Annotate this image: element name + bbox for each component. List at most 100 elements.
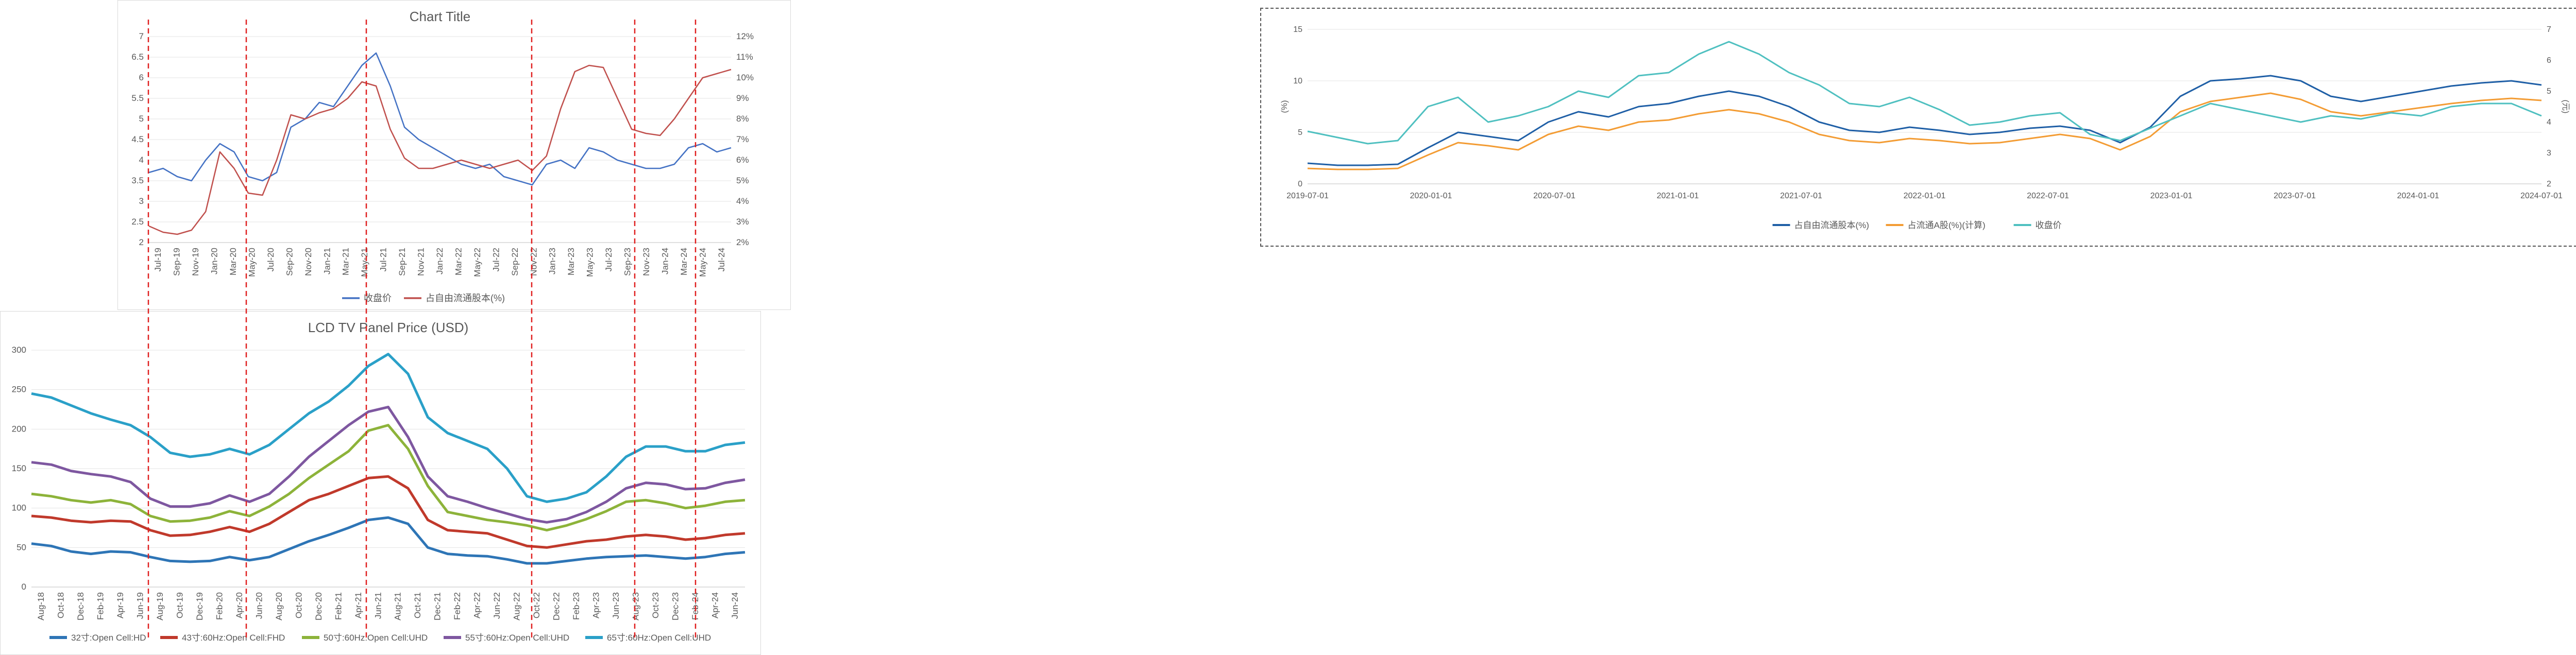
x-tick-label: Oct-20 bbox=[294, 592, 303, 618]
x-tick-label: Dec-22 bbox=[552, 592, 562, 620]
x-tick-label: Jan-23 bbox=[548, 248, 557, 274]
x-tick-label: Mar-22 bbox=[453, 248, 463, 275]
x-tick-label: Oct-23 bbox=[651, 592, 660, 618]
y-right-tick-label: 9% bbox=[736, 93, 749, 103]
y-right-axis-label: (元) bbox=[2561, 100, 2570, 114]
y-right-tick-label: 3 bbox=[2547, 149, 2551, 158]
x-tick-label: Sep-22 bbox=[510, 248, 520, 276]
chart-lcd-panel-price: LCD TV Panel Price (USD) 0 50 100 150 200 250 3… bbox=[0, 311, 761, 655]
x-tick-label: Aug-20 bbox=[274, 592, 284, 620]
x-tick-label: Jan-24 bbox=[660, 248, 670, 274]
x-tick-label: May-22 bbox=[472, 248, 482, 277]
x-tick-label: Oct-18 bbox=[56, 592, 66, 618]
y-left-tick-label: 150 bbox=[12, 463, 26, 473]
x-tick-label: Jul-24 bbox=[717, 248, 726, 271]
series-line-3 bbox=[31, 405, 745, 524]
y-right-tick-label: 2 bbox=[2547, 180, 2551, 188]
x-tick-label: Feb-21 bbox=[333, 592, 343, 620]
legend-label-2: 50寸:60Hz:Open Cell:UHD bbox=[324, 633, 428, 643]
y-right-tick-label: 4 bbox=[2547, 118, 2551, 127]
x-tick-label: Jul-22 bbox=[491, 248, 501, 271]
y-right-tick-label: 5 bbox=[2547, 87, 2551, 96]
y-right-tick-label: 4% bbox=[736, 196, 749, 206]
x-tick-label: Mar-23 bbox=[566, 248, 576, 275]
series-line-1 bbox=[31, 475, 745, 549]
y-left-tick-label: 300 bbox=[12, 345, 26, 355]
legend-label-1: 43寸:60Hz:Open Cell:FHD bbox=[182, 633, 285, 643]
series-line-1 bbox=[148, 64, 732, 235]
x-tick-label: Nov-23 bbox=[641, 248, 651, 276]
x-tick-label: May-23 bbox=[585, 248, 595, 277]
legend-label-3: 55寸:60Hz:Open Cell:UHD bbox=[465, 633, 569, 643]
chart-1-svg: Chart Title 2 2.5 3 3.5 4 4.5 5 5.5 6 6.5 7 2% 3% 4% 5%… bbox=[131, 9, 754, 303]
x-tick-label: Apr-21 bbox=[353, 592, 363, 618]
x-tick-label: Jan-22 bbox=[435, 248, 445, 274]
x-tick-label: Nov-20 bbox=[303, 248, 313, 276]
chart-title: LCD TV Panel Price (USD) bbox=[308, 320, 469, 335]
x-tick-label: Jun-22 bbox=[492, 592, 502, 619]
x-tick-label: May-24 bbox=[698, 248, 707, 277]
x-tick-label: Jul-21 bbox=[379, 248, 388, 271]
x-tick-label: Nov-19 bbox=[191, 248, 200, 276]
x-tick-label: May-21 bbox=[360, 248, 369, 277]
chart-price-vs-holding: Chart Title 2 2.5 3 3.5 4 4.5 5 5.5 6 6.5 7 2% 3% 4% 5%… bbox=[117, 0, 791, 310]
x-tick-label: 2024-01-01 bbox=[2397, 192, 2439, 200]
y-right-tick-label: 7 bbox=[2547, 25, 2551, 34]
y-right-tick-label: 7% bbox=[736, 134, 749, 144]
x-tick-label: Feb-23 bbox=[571, 592, 581, 620]
y-left-tick-label: 200 bbox=[12, 424, 26, 434]
x-tick-label: 2023-01-01 bbox=[2150, 192, 2193, 200]
x-tick-label: Jun-24 bbox=[730, 592, 740, 619]
x-tick-label: 2020-07-01 bbox=[1533, 192, 1575, 200]
y-left-tick-label: 100 bbox=[12, 503, 26, 513]
x-tick-label: Jul-23 bbox=[604, 248, 614, 271]
legend-label-0: 占自由流通股本(%) bbox=[1794, 220, 1869, 230]
x-tick-label: Apr-19 bbox=[115, 592, 125, 618]
y-left-tick-label: 4 bbox=[139, 155, 144, 165]
x-tick-label: Sep-20 bbox=[284, 248, 294, 276]
y-right-tick-label: 6% bbox=[736, 155, 749, 165]
y-left-tick-label: 2.5 bbox=[131, 217, 144, 227]
x-tick-label: Aug-18 bbox=[36, 592, 46, 620]
x-tick-label: Mar-24 bbox=[679, 248, 689, 275]
y-left-tick-label: 5.5 bbox=[131, 93, 144, 103]
y-right-tick-label: 3% bbox=[736, 217, 749, 227]
x-tick-label: Jun-19 bbox=[135, 592, 145, 619]
x-tick-label: 2021-07-01 bbox=[1780, 192, 1822, 200]
x-tick-label: Jan-21 bbox=[322, 248, 332, 274]
series-line-0 bbox=[31, 516, 745, 565]
x-tick-label: Aug-21 bbox=[393, 592, 403, 620]
y-left-tick-label: 6.5 bbox=[131, 52, 144, 62]
chart-2-svg: LCD TV Panel Price (USD) 0 50 100 150 200 250 3… bbox=[12, 320, 745, 643]
x-tick-label: 2020-01-01 bbox=[1410, 192, 1452, 200]
y-right-tick-label: 12% bbox=[736, 31, 754, 41]
x-tick-label: Dec-18 bbox=[76, 592, 86, 620]
legend-label-2: 收盘价 bbox=[2036, 220, 2062, 230]
y-left-tick-label: 250 bbox=[12, 385, 26, 394]
x-tick-label: Apr-24 bbox=[710, 592, 720, 618]
x-tick-label: Oct-22 bbox=[532, 592, 541, 618]
x-tick-label: Dec-20 bbox=[314, 592, 324, 620]
x-tick-label: Jun-20 bbox=[254, 592, 264, 619]
x-tick-label: Feb-22 bbox=[452, 592, 462, 620]
x-tick-label: 2021-01-01 bbox=[1657, 192, 1699, 200]
y-right-tick-label: 5% bbox=[736, 176, 749, 185]
x-tick-label: Jul-19 bbox=[153, 248, 163, 271]
series-line-2 bbox=[31, 424, 745, 532]
x-tick-label: Aug-19 bbox=[155, 592, 165, 620]
x-tick-label: 2022-07-01 bbox=[2027, 192, 2069, 200]
legend-label-1: 占流通A股(%)(计算) bbox=[1908, 220, 1986, 230]
y-left-tick-label: 7 bbox=[139, 31, 144, 41]
series-line-2 bbox=[1307, 41, 2542, 145]
y-right-tick-label: 10% bbox=[736, 73, 754, 82]
legend-label-4: 65寸:60Hz:Open Cell:UHD bbox=[607, 633, 711, 643]
series-line-0 bbox=[1307, 75, 2542, 166]
y-right-tick-label: 2% bbox=[736, 237, 749, 247]
x-tick-label: Dec-23 bbox=[670, 592, 680, 620]
x-tick-label: 2019-07-01 bbox=[1286, 192, 1329, 200]
series-line-4 bbox=[31, 353, 745, 503]
y-left-tick-label: 3.5 bbox=[131, 176, 144, 185]
y-left-tick-label: 3 bbox=[139, 196, 144, 206]
x-tick-label: Apr-23 bbox=[591, 592, 601, 618]
x-tick-label: 2023-07-01 bbox=[2274, 192, 2316, 200]
